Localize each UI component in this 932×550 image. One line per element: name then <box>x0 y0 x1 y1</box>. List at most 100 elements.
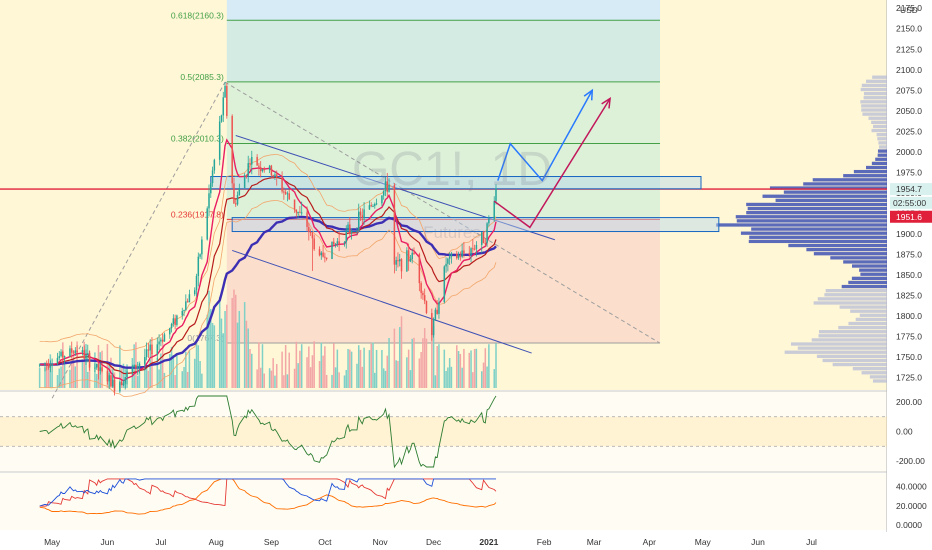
line-price-badge <box>890 210 932 223</box>
volume-profile-row <box>735 215 887 219</box>
volume-profile-row <box>853 169 887 174</box>
price-tick-label: 1750.0 <box>896 352 922 362</box>
cci-pane <box>0 395 887 469</box>
volume-bar <box>38 367 41 388</box>
volume-profile-row <box>841 284 887 289</box>
volume-profile-row <box>866 165 887 170</box>
volume-profile-row <box>863 91 887 96</box>
volume-bar <box>147 370 150 388</box>
price-tick-label: 1900.0 <box>896 229 922 239</box>
channel-upper-line[interactable] <box>235 134 555 241</box>
volume-bar <box>386 355 389 388</box>
candle-body <box>488 218 490 224</box>
candle-body <box>420 283 422 293</box>
volume-bar <box>422 338 424 388</box>
price-axis[interactable]: 1725.0 1750.0 1775.0 1800.0 1825.0 1850.0 1875… <box>887 0 932 550</box>
volume-profile-row <box>769 186 887 190</box>
volume-bar <box>398 327 401 388</box>
volume-bar <box>174 375 176 388</box>
line-price-label: 1951.6 <box>896 212 922 222</box>
projection-arrow-red[interactable] <box>493 98 611 229</box>
candle-body <box>347 224 349 230</box>
projection-arrow-blue[interactable] <box>497 89 593 182</box>
volume-bar <box>226 304 228 388</box>
candle-body <box>350 230 353 233</box>
candle-body <box>311 232 314 239</box>
candle-body <box>199 254 201 257</box>
volume-bar <box>470 350 472 388</box>
candle-body <box>81 350 84 353</box>
volume-bar <box>409 370 412 388</box>
candle-body <box>251 156 253 165</box>
cci-tick-label: 0.00 <box>896 427 913 437</box>
channel-lower-line[interactable] <box>232 249 532 354</box>
volume-bar <box>363 347 365 388</box>
candle-body <box>156 344 159 355</box>
volume-bar <box>313 341 315 388</box>
volume-bar <box>58 368 61 388</box>
price-tick-label: 2025.0 <box>896 126 922 136</box>
volume-bar <box>488 344 490 388</box>
resistance-zone-box[interactable] <box>231 217 720 233</box>
volume-bar <box>309 367 312 388</box>
candle-body <box>113 379 116 392</box>
trend-lines[interactable] <box>0 81 887 399</box>
candle-body <box>324 256 326 258</box>
adx-pane-background <box>0 473 887 530</box>
volume-bar <box>331 374 333 388</box>
volume-profile-row <box>775 198 887 202</box>
volume-bar <box>56 375 59 388</box>
candle-body <box>411 252 413 260</box>
volume-profile-row <box>866 79 887 83</box>
volume-bar <box>247 328 249 388</box>
volume-bar <box>388 338 390 388</box>
candle-body <box>220 115 223 122</box>
volume-bar <box>445 370 447 388</box>
candle-body <box>110 375 112 387</box>
candle-body <box>144 357 146 364</box>
candle-body <box>409 259 412 262</box>
volume-bar <box>461 367 463 388</box>
countdown-badge <box>890 196 932 209</box>
dashed-trendline[interactable] <box>224 81 661 344</box>
candle-body <box>345 229 348 243</box>
fib-zone <box>226 20 660 82</box>
volume-profile-row <box>818 330 887 334</box>
cci-line <box>39 395 497 469</box>
volume-profile-row <box>843 174 887 178</box>
candle-body <box>62 351 64 358</box>
volume-bar <box>311 355 314 388</box>
volume-profile-row <box>852 264 887 268</box>
volume-bar <box>208 290 210 388</box>
volume-bar <box>256 369 258 388</box>
volume-profile-row <box>877 137 887 141</box>
volume-bar <box>325 374 328 388</box>
candle-body <box>320 252 323 256</box>
volume-profile-row <box>749 235 887 239</box>
symbol-watermark: GC1!, 1D Futures <box>352 143 552 242</box>
candle-body <box>122 383 125 386</box>
volume-bar <box>480 371 483 388</box>
candle-body <box>406 250 408 272</box>
candle-body <box>372 205 374 207</box>
volume-bar <box>76 341 78 388</box>
candle-body <box>475 244 478 249</box>
volume-bar <box>172 354 175 388</box>
plus-di-line <box>39 478 496 507</box>
volume-bar <box>151 353 153 388</box>
bollinger-upper <box>39 153 497 352</box>
volume-bar <box>85 343 87 388</box>
time-axis[interactable]: May Jun Jul Aug Sep Oct Nov Dec 2021 Feb Mar Apr May… <box>0 532 887 550</box>
volume-profile-row <box>862 112 887 116</box>
volume-bar <box>418 358 421 388</box>
fib-level-label: 0.236(1917.8) <box>171 209 224 219</box>
time-axis-background <box>0 532 887 550</box>
volume-bar <box>47 367 50 388</box>
volume-bar <box>46 362 48 388</box>
volume-profile-row <box>746 202 887 207</box>
price-tick-label: 1850.0 <box>896 270 922 280</box>
candle-body <box>247 163 249 176</box>
volume-bar <box>63 360 66 388</box>
projection-arrows[interactable] <box>493 88 611 229</box>
